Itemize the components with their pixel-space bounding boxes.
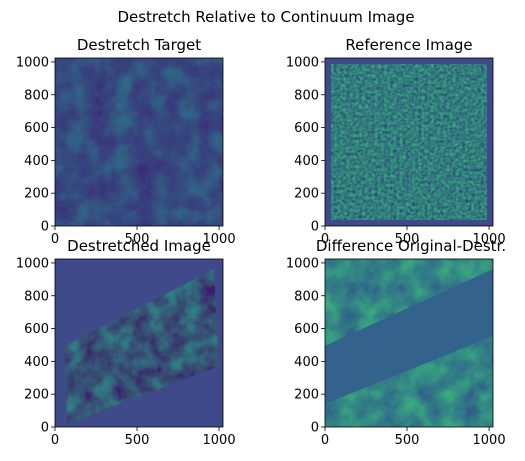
y-tick-label: 400 <box>294 154 319 169</box>
y-tick-label: 600 <box>24 121 49 136</box>
x-tick-label: 500 <box>125 433 150 448</box>
panel-title: Destretched Image <box>67 237 211 255</box>
x-tick-label: 0 <box>321 433 329 448</box>
y-tick-label: 400 <box>24 355 49 370</box>
axis-ticks: 0 500 1000 0 200 400 600 800 1000 <box>286 55 506 247</box>
x-tick-label: 0 <box>51 232 59 247</box>
x-tick-label: 0 <box>51 433 59 448</box>
y-tick-label: 0 <box>311 220 319 235</box>
axes-frame <box>324 57 494 227</box>
axis-ticks: 0 500 1000 0 200 400 600 800 1000 <box>16 256 236 448</box>
y-tick-label: 600 <box>24 322 49 337</box>
panel-title: Reference Image <box>345 36 472 54</box>
x-tick-label: 1000 <box>203 232 236 247</box>
axis-ticks: 0 500 1000 0 200 400 600 800 1000 <box>16 55 236 247</box>
y-tick-label: 200 <box>294 388 319 403</box>
y-tick-label: 0 <box>311 421 319 436</box>
axes-frame <box>324 258 494 428</box>
y-tick-label: 800 <box>294 88 319 103</box>
axes-frame <box>54 57 224 227</box>
panel-difference: Difference Original-Destr. 0 500 1000 0 200 4… <box>286 237 506 448</box>
x-tick-label: 1000 <box>473 433 506 448</box>
y-tick-label: 800 <box>24 289 49 304</box>
y-tick-label: 400 <box>294 355 319 370</box>
y-tick-label: 1000 <box>286 256 319 271</box>
x-tick-label: 500 <box>395 433 420 448</box>
panel-destretched-image: Destretched Image 0 500 1000 0 200 400 600 800 1… <box>16 237 236 448</box>
y-tick-label: 1000 <box>286 55 319 70</box>
y-tick-label: 1000 <box>16 55 49 70</box>
x-tick-label: 1000 <box>473 232 506 247</box>
y-tick-label: 600 <box>294 322 319 337</box>
axes-frame <box>54 258 224 428</box>
panel-destretch-target: Destretch Target 0 500 1000 0 200 400 600 800 10… <box>16 36 236 247</box>
x-tick-label: 500 <box>395 232 420 247</box>
y-tick-label: 200 <box>24 187 49 202</box>
y-tick-label: 800 <box>24 88 49 103</box>
panel-reference-image: Reference Image 0 500 1000 0 200 400 600 800 100… <box>286 36 506 247</box>
y-tick-label: 200 <box>294 187 319 202</box>
heatmap-image <box>55 58 223 226</box>
panel-title: Difference Original-Destr. <box>316 237 506 255</box>
x-tick-label: 0 <box>321 232 329 247</box>
y-tick-label: 0 <box>41 220 49 235</box>
figure-suptitle: Destretch Relative to Continuum Image <box>117 8 414 26</box>
y-tick-label: 1000 <box>16 256 49 271</box>
y-tick-label: 400 <box>24 154 49 169</box>
heatmap-image <box>331 64 487 220</box>
panel-title: Destretch Target <box>77 36 201 54</box>
y-tick-label: 600 <box>294 121 319 136</box>
y-tick-label: 200 <box>24 388 49 403</box>
axis-ticks: 0 500 1000 0 200 400 600 800 1000 <box>286 256 506 448</box>
y-tick-label: 0 <box>41 421 49 436</box>
y-tick-label: 800 <box>294 289 319 304</box>
x-tick-label: 500 <box>125 232 150 247</box>
x-tick-label: 1000 <box>203 433 236 448</box>
